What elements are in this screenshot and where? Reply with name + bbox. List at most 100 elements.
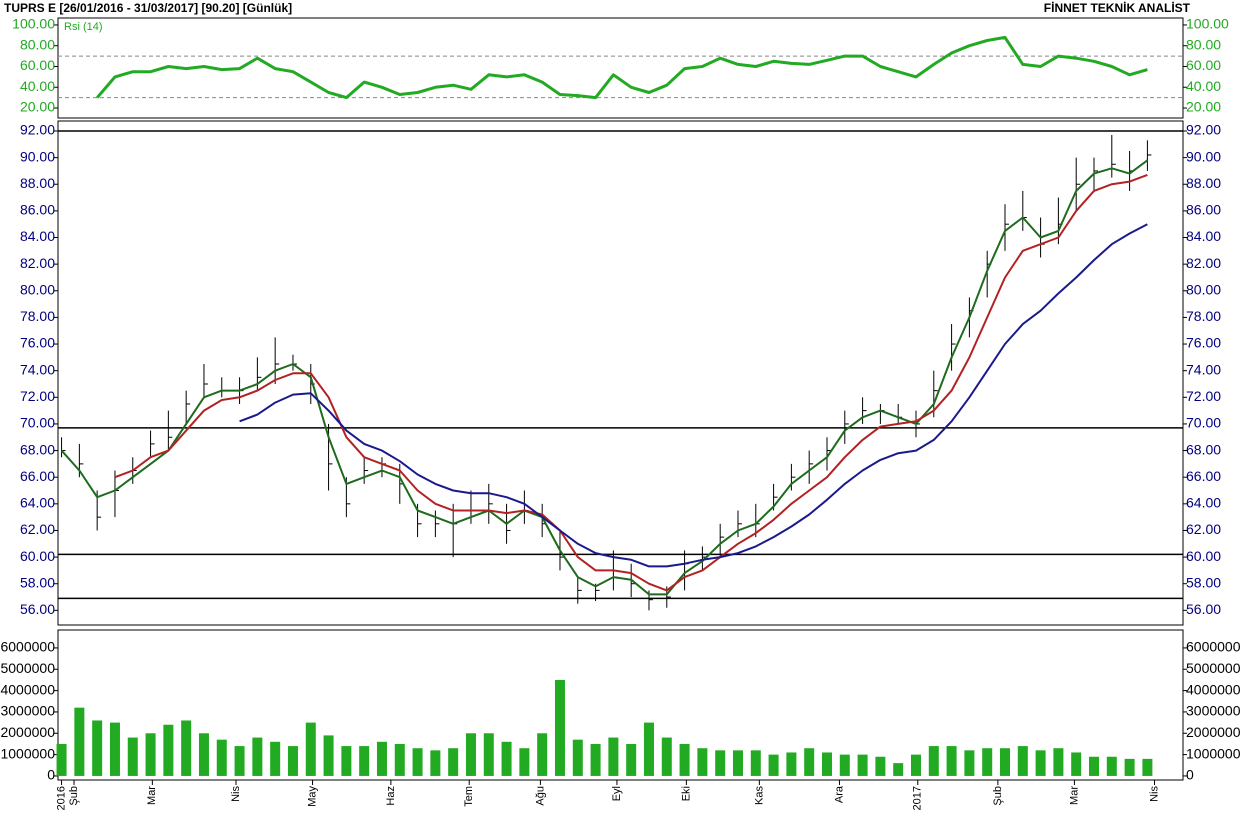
x-tick-label: Şub — [68, 786, 80, 806]
volume-bar — [412, 748, 423, 776]
y-tick-label: 78.00 — [20, 308, 55, 324]
volume-bar — [145, 733, 156, 776]
volume-bar — [163, 724, 174, 776]
volume-bar — [109, 722, 120, 776]
y-tick-label: 80.00 — [1186, 36, 1221, 52]
y-tick-label: 92.00 — [1186, 122, 1221, 138]
volume-bar — [270, 741, 281, 776]
y-tick-label: 0 — [47, 767, 55, 783]
x-tick-label: Haz — [385, 786, 397, 806]
y-tick-label: 6000000 — [1186, 639, 1241, 655]
indicator-label: Rsi (14) — [64, 21, 103, 33]
y-tick-label: 60.00 — [20, 57, 55, 73]
line — [60, 159, 1148, 596]
volume-bar — [946, 746, 957, 776]
panel-frame — [57, 120, 1184, 626]
volume-bar — [305, 722, 316, 776]
x-tick-label: Tem — [463, 786, 475, 807]
y-tick-label: 3000000 — [0, 703, 55, 719]
volume-bar — [56, 743, 67, 776]
y-tick-label: 68.00 — [20, 441, 55, 457]
y-tick-label: 88.00 — [1186, 175, 1221, 191]
line — [239, 223, 1148, 568]
y-tick-label: 62.00 — [1186, 521, 1221, 537]
x-tick-label: Nis — [1148, 786, 1160, 802]
y-tick-label: 4000000 — [1186, 681, 1241, 697]
y-tick-label: 70.00 — [20, 415, 55, 431]
y-tick-label: 88.00 — [20, 175, 55, 191]
volume-bar — [74, 707, 85, 776]
y-tick-label: 5000000 — [1186, 660, 1241, 676]
panel-frame — [57, 629, 1184, 781]
y-tick-label: 2000000 — [0, 724, 55, 740]
x-tick-label: Ağu — [534, 786, 546, 806]
panel-frame — [57, 17, 1184, 119]
y-tick-label: 74.00 — [1186, 361, 1221, 377]
volume-bar — [999, 748, 1010, 776]
volume-bar — [697, 748, 708, 776]
y-tick-label: 76.00 — [1186, 335, 1221, 351]
volume-bar — [1035, 750, 1046, 776]
y-tick-label: 6000000 — [0, 639, 55, 655]
y-tick-label: 82.00 — [1186, 255, 1221, 271]
volume-bar — [537, 733, 548, 776]
y-tick-label: 90.00 — [1186, 148, 1221, 164]
x-tick-label: Kas — [753, 786, 765, 805]
volume-bar — [394, 743, 405, 776]
y-tick-label: 3000000 — [1186, 703, 1241, 719]
volume-bar — [715, 750, 726, 776]
volume-bar — [661, 737, 672, 776]
volume-bar — [465, 733, 476, 776]
y-tick-label: 40.00 — [20, 78, 55, 94]
volume-bar — [323, 735, 334, 776]
volume-bar — [982, 748, 993, 776]
x-tick-label: Şub — [992, 786, 1004, 806]
volume-bar — [1124, 758, 1135, 776]
y-tick-label: 2000000 — [1186, 724, 1241, 740]
volume-bar — [608, 737, 619, 776]
y-tick-label: 56.00 — [1186, 601, 1221, 617]
y-tick-label: 66.00 — [20, 468, 55, 484]
x-tick-label: 2017 — [912, 786, 924, 810]
y-tick-label: 86.00 — [20, 202, 55, 218]
y-tick-label: 100.00 — [12, 16, 55, 32]
y-tick-label: 0 — [1186, 767, 1194, 783]
y-tick-label: 92.00 — [20, 122, 55, 138]
y-tick-label: 1000000 — [1186, 745, 1241, 761]
y-tick-label: 68.00 — [1186, 441, 1221, 457]
volume-bar — [127, 737, 138, 776]
y-tick-label: 72.00 — [20, 388, 55, 404]
x-tick-label: Mar — [1068, 786, 1080, 805]
x-tick-label: 2016 — [55, 786, 67, 810]
volume-bar — [839, 754, 850, 776]
vendor: FİNNET TEKNİK ANALİST — [1044, 0, 1191, 15]
volume-bar — [181, 720, 192, 776]
y-tick-label: 84.00 — [1186, 228, 1221, 244]
y-tick-label: 72.00 — [1186, 388, 1221, 404]
volume-bar — [875, 756, 886, 776]
y-tick-label: 66.00 — [1186, 468, 1221, 484]
y-tick-label: 84.00 — [20, 228, 55, 244]
volume-bar — [910, 754, 921, 776]
x-tick-label: May — [306, 786, 318, 807]
y-tick-label: 64.00 — [20, 495, 55, 511]
volume-bar — [448, 748, 459, 776]
volume-bar — [287, 746, 298, 776]
y-tick-label: 60.00 — [20, 548, 55, 564]
volume-bar — [430, 750, 441, 776]
volume-bar — [804, 748, 815, 776]
x-tick-label: Eyl — [611, 786, 623, 801]
y-tick-label: 80.00 — [20, 36, 55, 52]
y-tick-label: 82.00 — [20, 255, 55, 271]
volume-bar — [679, 743, 690, 776]
y-tick-label: 58.00 — [20, 574, 55, 590]
volume-bar — [626, 743, 637, 776]
y-tick-label: 86.00 — [1186, 202, 1221, 218]
y-tick-label: 20.00 — [20, 99, 55, 115]
volume-bar — [252, 737, 263, 776]
volume-bar — [1071, 752, 1082, 776]
volume-bar — [92, 720, 103, 776]
volume-bar — [1142, 758, 1153, 776]
volume-bar — [198, 733, 209, 776]
